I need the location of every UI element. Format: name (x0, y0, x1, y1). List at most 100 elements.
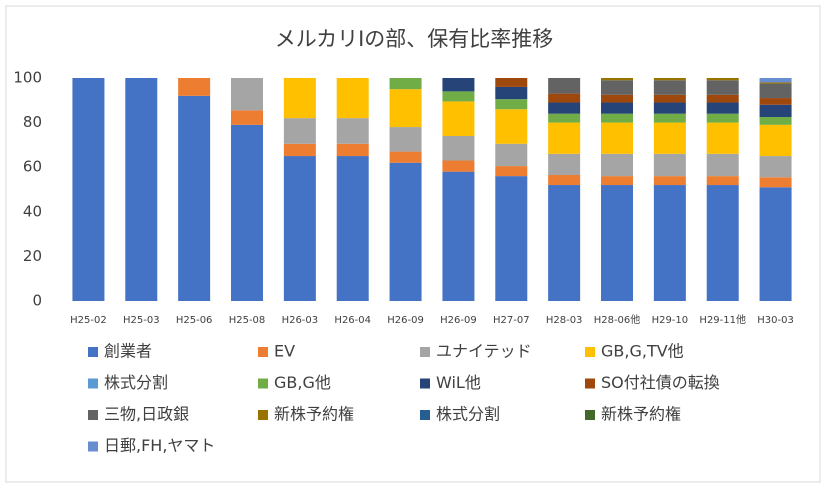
bar-segment (442, 101, 475, 136)
bar-segment (231, 78, 263, 111)
bar-segment (601, 153, 633, 177)
bar-segment (283, 118, 316, 144)
legend-label: 株式分割 (104, 373, 168, 392)
bar-segment (442, 91, 475, 102)
legend-swatch (258, 410, 268, 420)
bar-segment (759, 104, 792, 118)
bar-segment (601, 78, 633, 81)
bar-segment (601, 122, 633, 154)
legend-label: GB,G他 (274, 373, 331, 392)
bar-segment (336, 78, 369, 119)
bar-segment (336, 143, 369, 157)
bar-segment (653, 122, 686, 154)
legend-label: 新株予約権 (601, 405, 681, 424)
legend-swatch (420, 347, 430, 357)
y-tick-label: 0 (32, 292, 42, 310)
legend-swatch (585, 410, 595, 420)
bar-segment (653, 78, 686, 81)
bar-segment (283, 78, 316, 119)
bar-segment (653, 113, 686, 123)
bar-segment (759, 187, 792, 301)
bar-segment (548, 102, 581, 114)
bar-segment (759, 78, 792, 83)
bar-segment (653, 185, 686, 301)
bar-segment (495, 166, 528, 177)
bar-segment (283, 156, 316, 301)
bar-segment (706, 122, 739, 154)
legend-swatch (585, 347, 595, 357)
legend-label: 創業者 (104, 342, 152, 361)
bar-segment (653, 102, 686, 114)
legend-label: ユナイテッド (436, 342, 532, 361)
bar-segment (389, 78, 422, 90)
legend-swatch (88, 441, 98, 452)
bar-segment (601, 102, 633, 114)
legend-swatch (88, 347, 98, 357)
legend-swatch (420, 378, 430, 389)
bar-segment (495, 78, 528, 87)
legend-label: 新株予約権 (274, 405, 354, 424)
legend-label: SO付社債の転換 (601, 373, 720, 392)
x-tick-label: H26-03 (282, 315, 319, 326)
bar-segment (283, 143, 316, 157)
bar-segment (653, 94, 686, 103)
bar-segment (601, 185, 633, 301)
bar-segment (125, 78, 158, 301)
legend-swatch (585, 378, 595, 389)
bar-segment (442, 171, 475, 301)
legend-label: 株式分割 (436, 405, 500, 424)
y-tick-label: 80 (23, 113, 42, 131)
bar-segment (653, 176, 686, 186)
legend-swatch (88, 378, 98, 389)
y-tick-label: 20 (23, 247, 42, 265)
bar-segment (442, 160, 475, 172)
bar-segment (389, 127, 422, 152)
x-tick-label: H26-04 (334, 315, 371, 326)
x-tick-label: H28-03 (546, 315, 583, 326)
bar-segment (548, 153, 581, 176)
x-tick-label: H25-02 (70, 315, 107, 326)
bar-segment (759, 117, 792, 125)
bar-segment (706, 153, 739, 177)
bar-segment (548, 122, 581, 154)
bar-segment (706, 78, 739, 81)
bar-segment (759, 156, 792, 178)
bar-segment (495, 176, 528, 301)
x-tick-label: H25-08 (229, 315, 266, 326)
legend-label: EV (274, 342, 295, 361)
bar-segment (389, 151, 422, 163)
x-tick-label: H25-03 (123, 315, 160, 326)
bar-segment (706, 176, 739, 186)
bar-segment (389, 89, 422, 128)
bar-segment (495, 99, 528, 110)
bar-segment (706, 185, 739, 301)
x-tick-label: H29-10 (652, 315, 689, 326)
legend-swatch (420, 410, 430, 420)
bar-segment (706, 113, 739, 123)
bar-segment (72, 78, 105, 301)
legend-swatch (88, 410, 98, 420)
x-tick-label: H26-09 (440, 315, 477, 326)
bar-segment (231, 124, 263, 301)
bar-segment (759, 98, 792, 105)
bar-segment (759, 177, 792, 188)
bar-segment (759, 83, 792, 99)
bar-segment (178, 78, 211, 96)
bar-segment (336, 118, 369, 144)
bar-segment (759, 82, 792, 84)
bar-segment (601, 176, 633, 186)
bar-segment (653, 80, 686, 95)
bar-segment (336, 156, 369, 301)
x-tick-label: H28-06他 (594, 313, 641, 326)
legend-swatch (258, 347, 268, 357)
bar-segment (653, 153, 686, 177)
legend-label: GB,G,TV他 (601, 342, 684, 361)
bar-segment (548, 113, 581, 123)
bar-segment (601, 113, 633, 123)
bar-segment (548, 93, 581, 103)
bar-segment (548, 175, 581, 186)
chart-title: メルカリIの部、保有比率推移 (275, 27, 554, 51)
bar-segment (495, 143, 528, 167)
y-tick-label: 60 (23, 158, 42, 176)
